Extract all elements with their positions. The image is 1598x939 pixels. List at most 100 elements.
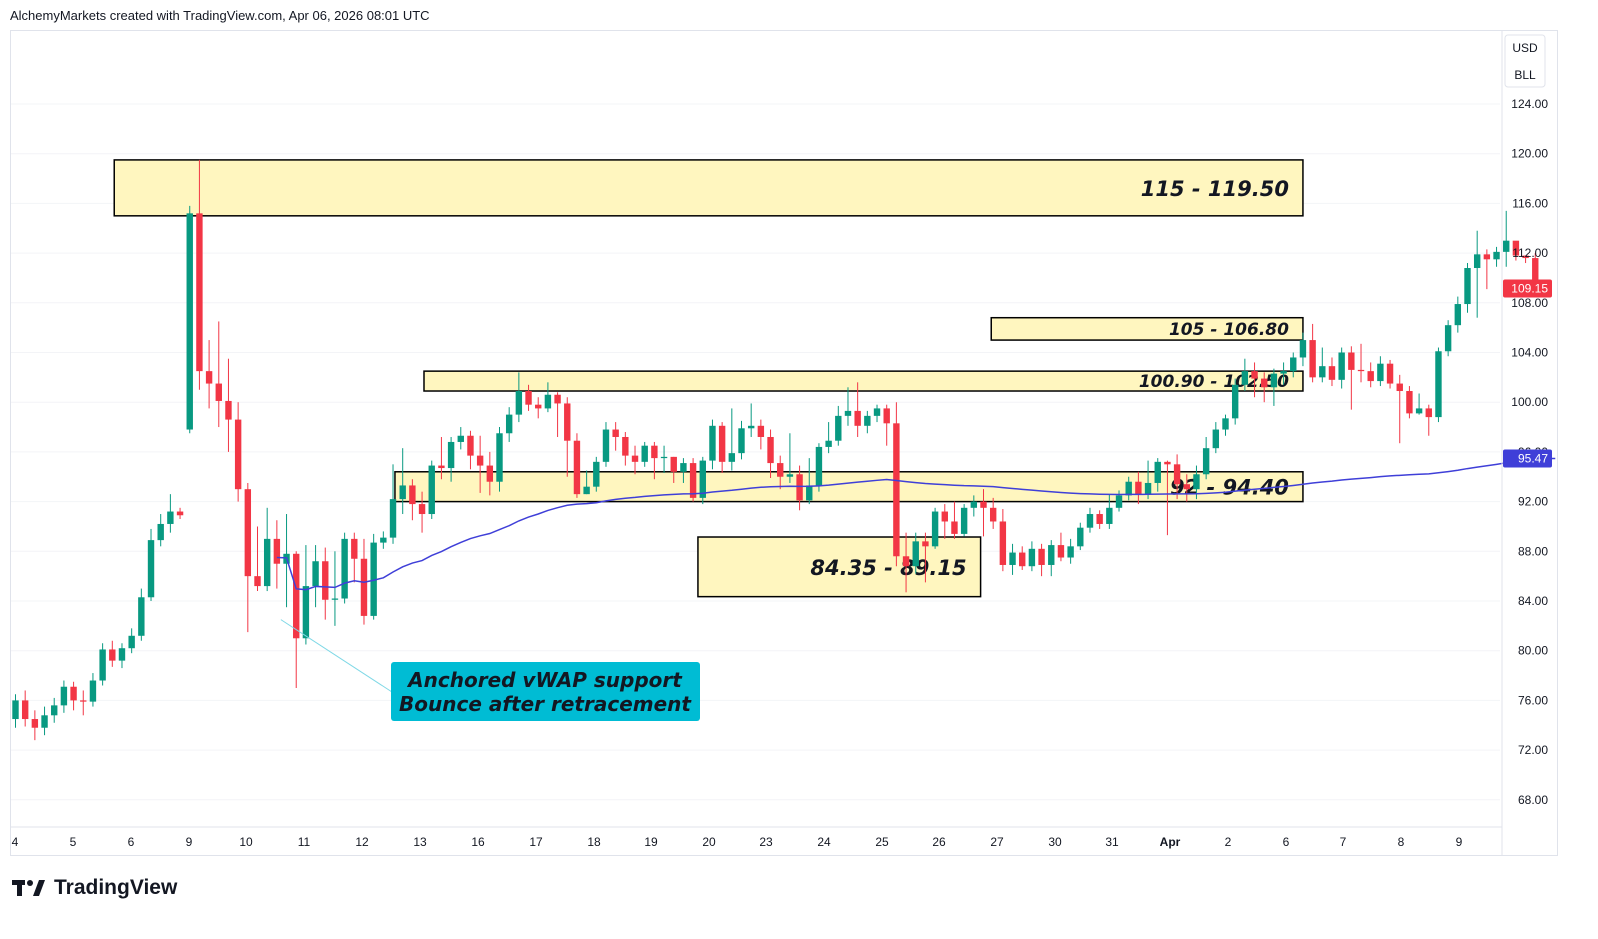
candle-body	[118, 648, 126, 661]
candle-body	[1270, 373, 1278, 388]
candle-body	[1096, 514, 1103, 524]
candle-body	[1251, 371, 1258, 379]
candle-body	[680, 463, 687, 472]
candle-body	[1135, 481, 1142, 495]
callout-pointer	[280, 619, 393, 693]
candle-body	[1319, 366, 1326, 378]
candle-body	[70, 686, 77, 701]
candle-body	[1348, 352, 1355, 370]
x-tick-label: 13	[413, 835, 427, 849]
candle-body	[360, 558, 368, 616]
candle-body	[1532, 258, 1539, 288]
y-tick-label: 116.00	[1512, 196, 1548, 210]
candle-body	[109, 649, 116, 661]
candle-body	[1415, 408, 1423, 414]
candle-body	[128, 635, 135, 649]
x-tick-label: 9	[1456, 835, 1463, 849]
x-tick-label: Apr	[1160, 835, 1181, 849]
candle-body	[1125, 481, 1132, 496]
candle-body	[505, 414, 513, 434]
candle-body	[21, 700, 29, 720]
candle-body	[12, 700, 19, 720]
candle-body	[322, 561, 329, 600]
zone-label: 84.35 - 89.15	[810, 556, 966, 580]
candle-body	[796, 474, 803, 501]
candle-body	[99, 649, 106, 681]
candle-body	[515, 391, 523, 415]
candle-body	[1396, 383, 1403, 392]
candle-body	[234, 419, 242, 490]
y-tick-label: 72.00	[1518, 743, 1548, 757]
y-tick-label: 76.00	[1518, 693, 1548, 707]
candle-body	[902, 556, 910, 567]
callout-text: Anchored vWAP support	[406, 668, 683, 692]
candle-body	[573, 440, 581, 495]
candle-body	[1377, 363, 1384, 382]
candle-body	[293, 553, 300, 639]
candle-body	[1280, 371, 1287, 374]
candle-body	[767, 436, 774, 464]
x-tick-label: 7	[1340, 835, 1347, 849]
candle-body	[825, 440, 832, 447]
candle-body	[1493, 251, 1500, 260]
candle-body	[1202, 448, 1210, 475]
candle-body	[922, 541, 929, 547]
candle-body	[273, 538, 281, 564]
x-tick-label: 19	[644, 835, 658, 849]
candle-body	[999, 521, 1007, 565]
candle-body	[244, 489, 252, 577]
candle-body	[883, 408, 890, 424]
currency-label: USD	[1512, 41, 1538, 55]
candle-body	[1212, 429, 1220, 449]
y-tick-label: 100.00	[1511, 395, 1548, 409]
candle-body	[806, 485, 813, 501]
anchored-vwap-series	[276, 457, 1556, 591]
zone-box	[394, 471, 1304, 503]
candle-body	[864, 415, 871, 426]
unit-label: BLL	[1514, 68, 1536, 82]
y-tick-label: 108.00	[1511, 296, 1548, 310]
candle-body	[980, 501, 987, 508]
chart-frame[interactable]	[10, 30, 1558, 856]
candle-body	[1473, 254, 1481, 269]
zone-label: 115 - 119.50	[1141, 177, 1289, 201]
candle-body	[670, 456, 677, 472]
candle-body	[1154, 461, 1161, 483]
callout-text: Bounce after retracement	[399, 692, 692, 716]
candle-body	[660, 456, 668, 459]
candle-body	[854, 410, 861, 426]
candle-body	[777, 463, 784, 477]
candle-body	[1077, 527, 1084, 547]
candle-body	[1144, 482, 1152, 495]
candle-body	[1009, 552, 1016, 565]
candle-body	[931, 511, 939, 547]
candle-body	[970, 501, 978, 508]
candle-body	[341, 538, 348, 599]
candle-body	[89, 680, 97, 702]
candle-body	[960, 507, 968, 534]
tradingview-logo-icon	[12, 880, 45, 896]
candle-body	[196, 213, 203, 372]
vwap-line	[276, 457, 1556, 591]
tradingview-logo[interactable]: TradingView	[12, 876, 177, 900]
y-tick-label: 84.00	[1518, 594, 1548, 608]
candle-body	[622, 436, 629, 456]
x-tick-label: 24	[817, 835, 831, 849]
candle-body	[951, 521, 958, 534]
x-tick-label: 2	[1225, 835, 1232, 849]
candle-body	[835, 415, 842, 441]
candle-body	[941, 511, 948, 522]
candle-body	[147, 540, 155, 598]
candle-body	[1067, 546, 1074, 558]
candle-body	[331, 598, 339, 600]
x-tick-label: 18	[587, 835, 601, 849]
y-tick-label: 124.00	[1511, 97, 1548, 111]
y-tick-label: 80.00	[1518, 644, 1548, 658]
candle-body	[370, 542, 377, 616]
candle-body	[583, 486, 590, 495]
x-tick-label: 8	[1398, 835, 1405, 849]
candle-body	[1241, 371, 1249, 385]
